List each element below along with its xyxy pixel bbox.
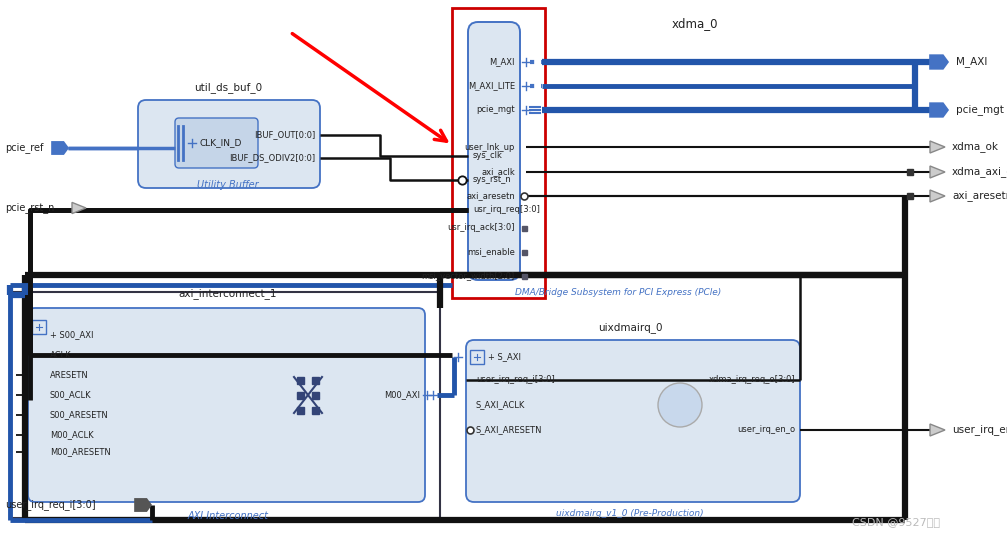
Text: ARESETN: ARESETN [50, 371, 89, 380]
Bar [907, 169, 913, 175]
Text: ACLK: ACLK [50, 350, 71, 359]
Text: CSDN @9527华安: CSDN @9527华安 [852, 517, 940, 527]
Text: xdma_0: xdma_0 [672, 17, 718, 30]
Circle shape [658, 383, 702, 427]
Bar [296, 391, 303, 398]
Bar [470, 350, 484, 364]
FancyBboxPatch shape [466, 340, 800, 502]
Text: axi_aclk: axi_aclk [481, 168, 515, 177]
Polygon shape [52, 142, 68, 154]
Bar [32, 320, 46, 334]
Bar [296, 376, 303, 383]
Text: user_irq_en_o: user_irq_en_o [952, 425, 1007, 435]
Text: usr_irq_req[3:0]: usr_irq_req[3:0] [473, 206, 540, 215]
Bar [522, 273, 527, 279]
Text: M_AXI_LITE: M_AXI_LITE [468, 82, 515, 90]
Polygon shape [930, 55, 948, 69]
Text: pcie_mgt: pcie_mgt [956, 105, 1004, 115]
Text: user_irq_en_o: user_irq_en_o [737, 426, 795, 435]
Text: IBUF_DS_ODIV2[0:0]: IBUF_DS_ODIV2[0:0] [229, 153, 315, 162]
Bar [311, 391, 318, 398]
Text: axi_aresetn: axi_aresetn [466, 192, 515, 200]
Text: xdma_axi_clk: xdma_axi_clk [952, 167, 1007, 177]
Bar [522, 249, 527, 255]
Text: axi_aresetn: axi_aresetn [952, 191, 1007, 201]
Text: pcie_rst_n: pcie_rst_n [5, 202, 54, 214]
Text: msi_vector_width[2:0]: msi_vector_width[2:0] [422, 271, 515, 280]
Text: RTL: RTL [670, 400, 690, 410]
Text: xdma_irq_req_o[3:0]: xdma_irq_req_o[3:0] [708, 375, 795, 384]
Text: uixdmairq_0: uixdmairq_0 [598, 322, 663, 333]
Text: usr_irq_ack[3:0]: usr_irq_ack[3:0] [447, 224, 515, 232]
Polygon shape [930, 190, 945, 202]
Polygon shape [930, 141, 945, 153]
Text: M_AXI: M_AXI [489, 58, 515, 67]
Text: sys_clk: sys_clk [473, 152, 502, 161]
Bar [311, 376, 318, 383]
Polygon shape [71, 202, 86, 214]
Bar [522, 225, 527, 231]
Text: AXI Interconnect: AXI Interconnect [187, 511, 269, 521]
Text: pcie_ref: pcie_ref [5, 143, 43, 153]
Text: msi_enable: msi_enable [467, 247, 515, 256]
Polygon shape [135, 499, 151, 511]
Text: user_lnk_up: user_lnk_up [464, 143, 515, 152]
Text: user_irq_req_i[3:0]: user_irq_req_i[3:0] [476, 375, 555, 384]
Bar [311, 406, 318, 413]
FancyBboxPatch shape [175, 118, 258, 168]
Text: M_AXI: M_AXI [956, 57, 988, 67]
Text: S00_ARESETN: S00_ARESETN [50, 411, 109, 420]
Text: user_irq_req_i[3:0]: user_irq_req_i[3:0] [5, 499, 96, 511]
Text: axi_interconnect_1: axi_interconnect_1 [179, 288, 277, 299]
Text: xdma_ok: xdma_ok [952, 142, 999, 152]
Text: uixdmairq_v1_0 (Pre-Production): uixdmairq_v1_0 (Pre-Production) [556, 509, 704, 518]
Bar [907, 193, 913, 199]
Text: DMA/Bridge Subsystem for PCI Express (PCle): DMA/Bridge Subsystem for PCI Express (PC… [515, 288, 721, 297]
Text: S_AXI_ARESETN: S_AXI_ARESETN [476, 426, 543, 435]
Text: S_AXI_ACLK: S_AXI_ACLK [476, 400, 526, 410]
Text: M00_ARESETN: M00_ARESETN [50, 447, 111, 457]
Text: sys_rst_n: sys_rst_n [473, 176, 512, 185]
Text: IBUF_OUT[0:0]: IBUF_OUT[0:0] [254, 130, 315, 139]
Text: S00_ACLK: S00_ACLK [50, 390, 92, 399]
Text: M00_ACLK: M00_ACLK [50, 430, 94, 439]
Bar [452, 8, 545, 298]
Polygon shape [930, 103, 948, 117]
Text: M00_AXI: M00_AXI [384, 390, 420, 399]
Text: CLK_IN_D: CLK_IN_D [200, 138, 243, 147]
Polygon shape [930, 166, 945, 178]
Text: Utility Buffer: Utility Buffer [197, 180, 259, 190]
FancyBboxPatch shape [468, 22, 520, 280]
FancyBboxPatch shape [28, 308, 425, 502]
Polygon shape [930, 424, 945, 436]
Text: + S00_AXI: + S00_AXI [50, 331, 94, 340]
FancyBboxPatch shape [138, 100, 320, 188]
Bar [10, 292, 440, 518]
Bar [296, 406, 303, 413]
Text: util_ds_buf_0: util_ds_buf_0 [194, 82, 262, 93]
Text: + S_AXI: + S_AXI [488, 352, 521, 362]
Text: pcie_mgt: pcie_mgt [476, 106, 515, 114]
